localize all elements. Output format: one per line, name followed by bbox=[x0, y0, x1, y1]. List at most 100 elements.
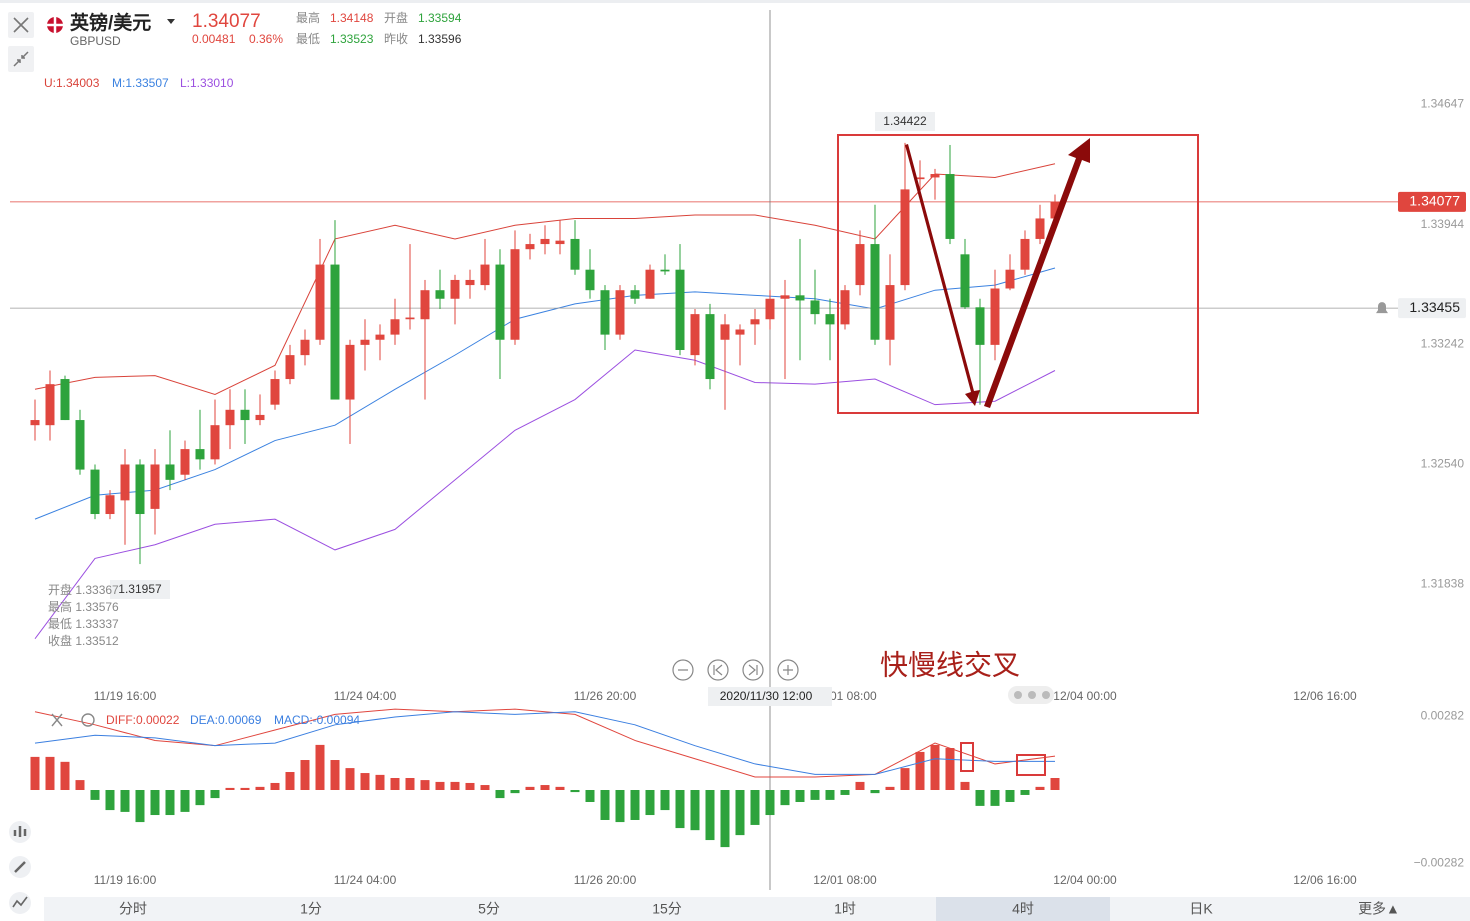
macd-bar bbox=[540, 785, 550, 790]
candle-body bbox=[180, 449, 190, 475]
symbol-code: GBPUSD bbox=[70, 34, 121, 48]
chart-type-icon bbox=[12, 896, 28, 908]
y-tick-label: 1.32540 bbox=[1421, 457, 1465, 471]
tab[interactable]: 1时 bbox=[834, 901, 856, 917]
tab[interactable]: 5分 bbox=[478, 901, 500, 917]
close-icon bbox=[13, 17, 29, 33]
candle-body bbox=[375, 334, 385, 340]
macd-bar bbox=[60, 761, 70, 790]
macd-settings[interactable] bbox=[81, 713, 95, 727]
candle-body bbox=[405, 317, 415, 320]
macd-bar bbox=[240, 787, 250, 790]
candle-body bbox=[555, 240, 565, 245]
macd-bar bbox=[390, 778, 400, 790]
low-value: 1.33523 bbox=[330, 32, 374, 46]
macd-bar bbox=[1005, 790, 1015, 802]
flag-cross bbox=[47, 17, 63, 33]
crosshair-tag bbox=[707, 687, 832, 706]
candle-body bbox=[30, 420, 40, 426]
candle-body bbox=[150, 464, 160, 509]
macd-bar bbox=[885, 786, 895, 790]
macd-bar bbox=[375, 774, 385, 790]
low-label: 1.31957 bbox=[118, 582, 162, 596]
candle-body bbox=[765, 298, 775, 320]
macd-bar bbox=[1050, 778, 1060, 790]
candle-body bbox=[450, 279, 460, 299]
tooltip-line: 最高 1.33576 bbox=[48, 599, 119, 614]
shrink-button[interactable] bbox=[8, 46, 34, 72]
macd-bar bbox=[345, 768, 355, 790]
x-tick-label: 11/19 16:00 bbox=[94, 873, 157, 887]
band-lower: L:1.33010 bbox=[180, 76, 234, 90]
tab-bar bbox=[44, 897, 1470, 921]
macd-bar bbox=[30, 756, 40, 790]
macd-close[interactable] bbox=[51, 713, 63, 727]
band-middle: M:1.33507 bbox=[112, 76, 169, 90]
tooltip-line: 开盘 1.33367 bbox=[48, 582, 119, 597]
tab[interactable]: 15分 bbox=[652, 901, 682, 917]
macd-bar bbox=[825, 790, 835, 800]
macd-bar bbox=[795, 790, 805, 802]
symbol-name: 英镑/美元 bbox=[70, 11, 151, 34]
candle-body bbox=[390, 319, 400, 335]
candle-body bbox=[105, 495, 115, 515]
dropdown-caret[interactable] bbox=[167, 19, 175, 24]
macd-bar bbox=[990, 790, 1000, 806]
macd-bar bbox=[90, 790, 100, 800]
dot bbox=[1028, 691, 1036, 699]
tab[interactable]: 日K bbox=[1189, 901, 1213, 917]
candle-body bbox=[735, 329, 745, 335]
macd-bar bbox=[675, 790, 685, 829]
dot bbox=[1014, 691, 1022, 699]
candle-body bbox=[285, 355, 295, 380]
macd-bar bbox=[435, 781, 445, 790]
go-start[interactable] bbox=[707, 659, 729, 681]
macd-bar bbox=[585, 790, 595, 802]
tab[interactable]: 4时 bbox=[1012, 901, 1034, 917]
nav-buttons bbox=[672, 659, 799, 681]
candle-body bbox=[210, 425, 220, 460]
macd-bar bbox=[45, 756, 55, 790]
candle-body bbox=[780, 295, 790, 299]
macd-bar bbox=[285, 772, 295, 790]
candle-body bbox=[255, 414, 265, 421]
price-tag bbox=[1398, 191, 1466, 212]
open-value: 1.33594 bbox=[418, 11, 462, 25]
x-tick-label: 11/26 20:00 bbox=[574, 873, 637, 887]
candle-body bbox=[435, 290, 445, 299]
macd-bar bbox=[630, 790, 640, 820]
macd-bar bbox=[645, 790, 655, 816]
candle-body bbox=[960, 254, 970, 308]
macd-bar bbox=[960, 781, 970, 790]
candle-body bbox=[510, 249, 520, 340]
candle-body bbox=[465, 279, 475, 286]
x-tick-label: 11/24 04:00 bbox=[334, 689, 397, 703]
candle-body bbox=[990, 288, 1000, 345]
macd-bar bbox=[840, 790, 850, 795]
macd-bar bbox=[270, 782, 280, 790]
band-upper: U:1.34003 bbox=[44, 76, 100, 90]
candle-body bbox=[825, 314, 835, 325]
macd-bar bbox=[1020, 790, 1030, 795]
top-border bbox=[0, 0, 1470, 3]
cross-box bbox=[1016, 754, 1046, 776]
go-end[interactable] bbox=[742, 659, 764, 681]
tab[interactable]: 1分 bbox=[300, 901, 322, 917]
macd-bar bbox=[330, 760, 340, 790]
candle-body bbox=[135, 464, 145, 515]
candle-body bbox=[225, 409, 235, 426]
macd-bar bbox=[135, 790, 145, 823]
candle-body bbox=[495, 264, 505, 340]
macd-bar bbox=[750, 790, 760, 825]
candle-body bbox=[795, 295, 805, 301]
macd-bar bbox=[315, 744, 325, 790]
macd-bar bbox=[300, 760, 310, 790]
crosshair-time: 2020/11/30 12:00 bbox=[720, 689, 813, 703]
tab[interactable]: 分时 bbox=[119, 901, 147, 917]
tab[interactable]: 更多▲ bbox=[1358, 901, 1400, 917]
high-label: 1.34422 bbox=[883, 114, 927, 128]
macd-bar bbox=[465, 782, 475, 790]
macd-bar bbox=[180, 790, 190, 812]
tabs: 分时 1分 5分 15分 1时 4时 日K 更多▲ bbox=[119, 897, 1400, 921]
candle-body bbox=[705, 314, 715, 380]
